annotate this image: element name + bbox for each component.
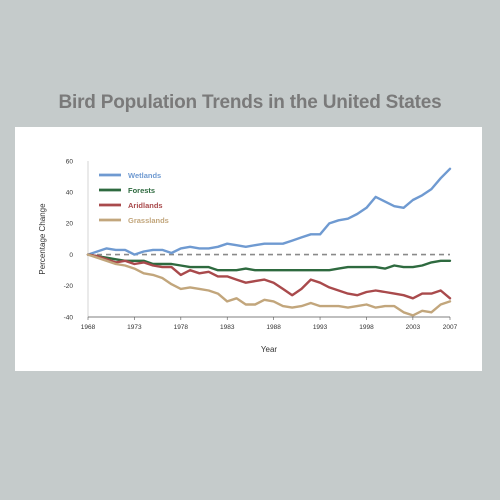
y-tick-label: 60 <box>66 158 74 165</box>
x-tick-label: 2003 <box>406 324 421 331</box>
y-tick-label: -40 <box>64 314 74 321</box>
y-tick-label: -20 <box>64 283 74 290</box>
x-tick-label: 1983 <box>220 324 235 331</box>
x-tick-label: 1993 <box>313 324 328 331</box>
legend: Wetlands Forests Aridlands Grasslands <box>99 171 169 225</box>
legend-label-wetlands: Wetlands <box>128 171 161 180</box>
x-tick-label: 1973 <box>127 324 142 331</box>
legend-label-forests: Forests <box>128 186 155 195</box>
series-line-grasslands <box>86 253 452 317</box>
y-tick-label: 40 <box>66 190 74 197</box>
x-tick-label: 1978 <box>174 324 189 331</box>
x-axis-label: Year <box>261 345 278 354</box>
chart-panel: 60 40 20 0 -20 -40 1968 1973 1978 1983 1988 1993 19… <box>15 127 482 371</box>
x-tick-label: 1968 <box>81 324 96 331</box>
legend-label-grasslands: Grasslands <box>128 216 169 225</box>
legend-label-aridlands: Aridlands <box>128 201 163 210</box>
x-axis-ticks: 1968 1973 1978 1983 1988 1993 1998 2003 2007 <box>81 317 458 331</box>
y-axis-ticks: 60 40 20 0 -20 -40 <box>64 158 74 321</box>
series-line-wetlands <box>86 167 452 256</box>
series-line-aridlands <box>86 253 452 300</box>
x-tick-label: 2007 <box>443 324 458 331</box>
x-tick-label: 1998 <box>359 324 374 331</box>
y-tick-label: 20 <box>66 221 74 228</box>
x-tick-label: 1988 <box>266 324 281 331</box>
y-tick-label: 0 <box>69 252 73 259</box>
series-lines <box>86 167 452 317</box>
series-line-forests <box>86 253 452 272</box>
y-axis-label: Percentage Change <box>38 203 47 275</box>
chart-title: Bird Population Trends in the United Sta… <box>58 92 442 113</box>
